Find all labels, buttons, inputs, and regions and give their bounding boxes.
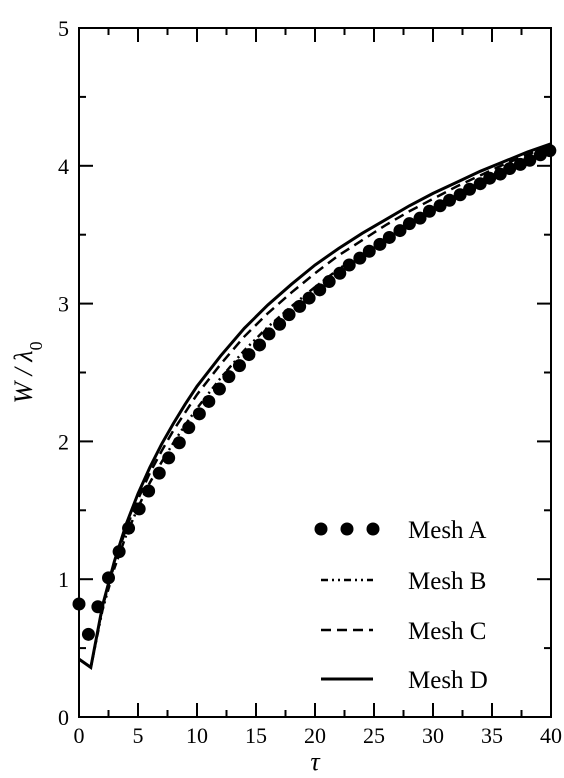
data-point — [473, 177, 487, 191]
plot-frame — [78, 27, 552, 718]
data-point — [523, 153, 537, 167]
data-point — [322, 275, 336, 289]
data-point — [543, 144, 557, 158]
data-point — [112, 545, 126, 559]
series-mesh-d-line — [78, 142, 552, 670]
x-tick-label: 40 — [540, 723, 562, 748]
legend-label: Mesh D — [408, 667, 488, 694]
data-point — [313, 283, 327, 297]
data-point — [81, 627, 95, 641]
legend-marker — [366, 522, 380, 536]
data-point — [293, 299, 307, 313]
data-point — [362, 244, 376, 258]
y-tick-label: 0 — [58, 705, 69, 730]
data-point — [192, 407, 206, 421]
x-tick-label: 20 — [304, 723, 326, 748]
data-point — [273, 317, 287, 331]
y-tick-label: 2 — [58, 429, 69, 454]
data-point — [142, 484, 156, 498]
data-point — [342, 258, 356, 272]
data-point — [232, 359, 246, 373]
series-layer — [72, 142, 557, 670]
legend-item-mesh-b: Mesh B — [321, 568, 486, 595]
series-mesh-a — [72, 144, 557, 641]
data-point — [443, 193, 457, 207]
data-point — [202, 394, 216, 408]
data-point — [453, 188, 467, 202]
data-point — [402, 217, 416, 231]
data-point — [242, 348, 256, 362]
legend-marker — [340, 522, 354, 536]
legend-item-mesh-d: Mesh D — [321, 667, 488, 694]
data-point — [282, 308, 296, 322]
legend-marker — [314, 522, 328, 536]
legend-item-mesh-c: Mesh C — [321, 618, 486, 645]
x-tick-label: 15 — [245, 723, 267, 748]
legend-label: Mesh A — [408, 517, 486, 544]
x-tick-label: 10 — [186, 723, 208, 748]
data-point — [262, 327, 276, 341]
data-point — [152, 466, 166, 480]
data-point — [483, 171, 497, 185]
y-tick-label: 4 — [58, 154, 69, 179]
data-point — [463, 182, 477, 196]
tick-labels: 0 5 10 15 20 25 30 35 40 0 1 2 3 4 5 — [58, 16, 562, 748]
data-point — [182, 421, 196, 435]
x-tick-label: 0 — [74, 723, 85, 748]
x-axis-title: τ — [310, 747, 321, 776]
data-point — [102, 571, 115, 585]
data-point — [91, 600, 105, 614]
data-point — [393, 224, 407, 238]
data-point — [122, 521, 136, 535]
legend-label: Mesh C — [408, 618, 486, 645]
x-tick-label: 35 — [481, 723, 503, 748]
data-point — [162, 451, 176, 465]
y-tick-label: 1 — [58, 567, 69, 592]
legend-label: Mesh B — [408, 568, 486, 595]
data-point — [333, 266, 347, 280]
data-point — [373, 237, 387, 251]
x-tick-label: 25 — [363, 723, 385, 748]
data-point — [382, 230, 396, 244]
data-point — [422, 204, 436, 218]
y-tick-label: 5 — [58, 16, 69, 41]
x-tick-label: 30 — [422, 723, 444, 748]
y-axis-title: W / λ0 — [9, 341, 46, 403]
data-point — [493, 167, 507, 181]
data-point — [72, 597, 86, 611]
data-point — [253, 338, 267, 352]
data-point — [302, 291, 316, 305]
tick-marks — [78, 27, 552, 718]
legend-item-mesh-a: Mesh A — [314, 517, 486, 544]
data-point — [433, 199, 447, 213]
data-point — [212, 382, 226, 396]
data-point — [503, 162, 517, 176]
y-tick-label: 3 — [58, 292, 69, 317]
data-point — [172, 436, 186, 450]
data-point — [222, 370, 236, 384]
data-point — [353, 251, 367, 265]
data-point — [413, 211, 427, 225]
legend: Mesh A Mesh B Mesh C Mesh D — [314, 517, 488, 694]
x-tick-label: 5 — [133, 723, 144, 748]
data-point — [132, 502, 146, 516]
